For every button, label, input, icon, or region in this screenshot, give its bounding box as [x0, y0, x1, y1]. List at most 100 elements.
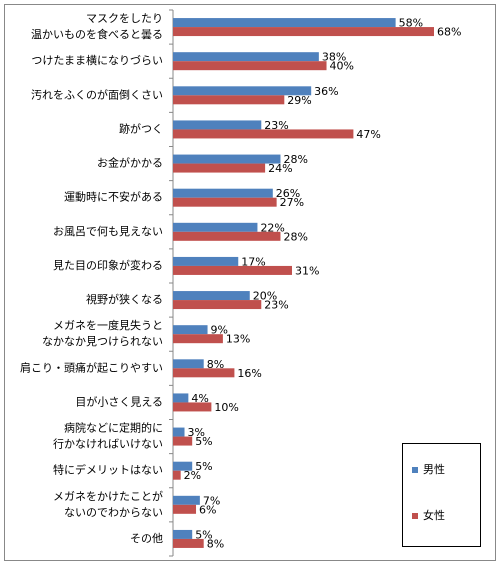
value-label: 20%: [253, 290, 277, 303]
y-tick-label-line: ないのでわからない: [64, 506, 163, 519]
value-label: 8%: [207, 358, 224, 371]
bar: [173, 470, 181, 480]
y-tick-label: お金がかかる: [97, 156, 163, 170]
y-tick-label: 汚れをふくのが面倒くさい: [31, 87, 163, 101]
y-tick-label: 病院などに定期的に行かなければいけない: [53, 421, 163, 451]
y-tick-label-line: マスクをしたり: [86, 12, 163, 25]
legend-box: [402, 443, 481, 547]
y-tick-label-line: 行かなければいけない: [53, 438, 163, 451]
y-tick-label: 跡がつく: [119, 121, 163, 135]
y-tick-label-line: 跡がつく: [119, 121, 163, 135]
value-label: 47%: [356, 128, 380, 141]
bar: [173, 256, 239, 266]
y-tick-label: メガネをかけたことがないのでわからない: [53, 489, 163, 519]
y-tick-label-line: 見た目の印象が変わる: [53, 258, 163, 272]
y-tick-label-line: 目が小さく見える: [75, 394, 163, 408]
y-tick-label-line: メガネをかけたことが: [53, 489, 163, 503]
value-label: 27%: [280, 196, 304, 209]
value-label: 5%: [195, 460, 212, 473]
y-tick-label: マスクをしたり温かいものを食べると曇る: [31, 12, 163, 41]
bar: [173, 188, 273, 198]
y-tick-label-line: 温かいものを食べると曇る: [31, 27, 163, 41]
bar: [173, 529, 193, 539]
value-label: 10%: [214, 401, 238, 414]
y-tick-label-line: 特にデメリットはない: [53, 463, 163, 477]
y-tick-label: 目が小さく見える: [75, 394, 163, 408]
value-label: 17%: [241, 255, 265, 268]
bar: [173, 402, 212, 412]
value-label: 5%: [195, 528, 212, 541]
legend-label: 女性: [423, 508, 445, 522]
y-tick-label: 視野が狭くなる: [86, 292, 163, 306]
y-tick-label: その他: [130, 532, 163, 545]
y-tick-label-line: 視野が狭くなる: [86, 292, 163, 306]
y-tick-label-line: 肩こり・頭痛が起こりやすい: [20, 360, 163, 374]
bar: [173, 120, 262, 130]
y-tick-label-line: その他: [130, 532, 163, 545]
value-label: 13%: [226, 333, 250, 346]
value-label: 2%: [184, 469, 201, 482]
chart-frame: [4, 4, 496, 561]
value-label: 23%: [264, 119, 288, 132]
value-label: 36%: [314, 85, 338, 98]
value-label: 7%: [203, 494, 220, 507]
y-tick-label-line: お風呂で何も見えない: [53, 225, 163, 238]
y-tick-label-line: つけたまま横になりづらい: [31, 53, 163, 67]
bar: [173, 461, 193, 471]
value-label: 28%: [283, 230, 307, 243]
bar: [173, 52, 319, 62]
value-label: 68%: [437, 26, 461, 39]
value-label: 4%: [191, 392, 208, 405]
legend-label: 男性: [423, 462, 445, 476]
bar: [173, 436, 193, 446]
y-tick-label: メガネを一度見失うとなかなか見つけられない: [42, 318, 163, 348]
bar: [173, 291, 250, 301]
bar: [173, 222, 258, 232]
bar: [173, 368, 235, 378]
bar: [173, 393, 189, 403]
bar: [173, 325, 208, 335]
y-tick-label-line: メガネを一度見失うと: [53, 318, 163, 332]
bar: [173, 300, 262, 310]
bar: [173, 231, 281, 241]
value-label: 3%: [188, 426, 205, 439]
bar: [173, 27, 434, 37]
value-label: 23%: [264, 299, 288, 312]
value-label: 6%: [199, 503, 216, 516]
legend-swatch: [412, 513, 418, 519]
value-label: 38%: [322, 51, 346, 64]
y-tick-label-line: 運動時に不安がある: [64, 190, 163, 204]
value-label: 28%: [283, 153, 307, 166]
y-tick-label: 見た目の印象が変わる: [53, 258, 163, 272]
legend-swatch: [412, 467, 418, 473]
bar: [173, 86, 312, 96]
y-tick-label-line: お金がかかる: [97, 156, 163, 170]
bar: [173, 95, 285, 105]
bar: [173, 129, 354, 139]
bar: [173, 334, 223, 344]
value-label: 5%: [195, 435, 212, 448]
bar: [173, 61, 327, 71]
y-tick-label: お風呂で何も見えない: [53, 225, 163, 238]
bar: [173, 538, 204, 548]
y-tick-label: 運動時に不安がある: [64, 190, 163, 204]
y-tick-label-line: なかなか見つけられない: [42, 335, 163, 348]
value-label: 16%: [237, 367, 261, 380]
y-tick-label-line: 病院などに定期的に: [64, 421, 163, 435]
y-tick-label: 特にデメリットはない: [53, 463, 163, 477]
value-label: 40%: [330, 60, 354, 73]
bar: [173, 163, 266, 173]
bar: [173, 265, 292, 275]
y-tick-label: 肩こり・頭痛が起こりやすい: [20, 360, 163, 374]
bar: [173, 504, 197, 514]
bar: [173, 495, 200, 505]
bar: [173, 197, 277, 207]
value-label: 8%: [207, 537, 224, 550]
value-label: 31%: [295, 264, 319, 277]
value-label: 29%: [287, 94, 311, 107]
value-label: 9%: [211, 324, 228, 337]
y-tick-label-line: 汚れをふくのが面倒くさい: [31, 87, 163, 101]
value-label: 26%: [276, 187, 300, 200]
y-tick-label: つけたまま横になりづらい: [31, 53, 163, 67]
